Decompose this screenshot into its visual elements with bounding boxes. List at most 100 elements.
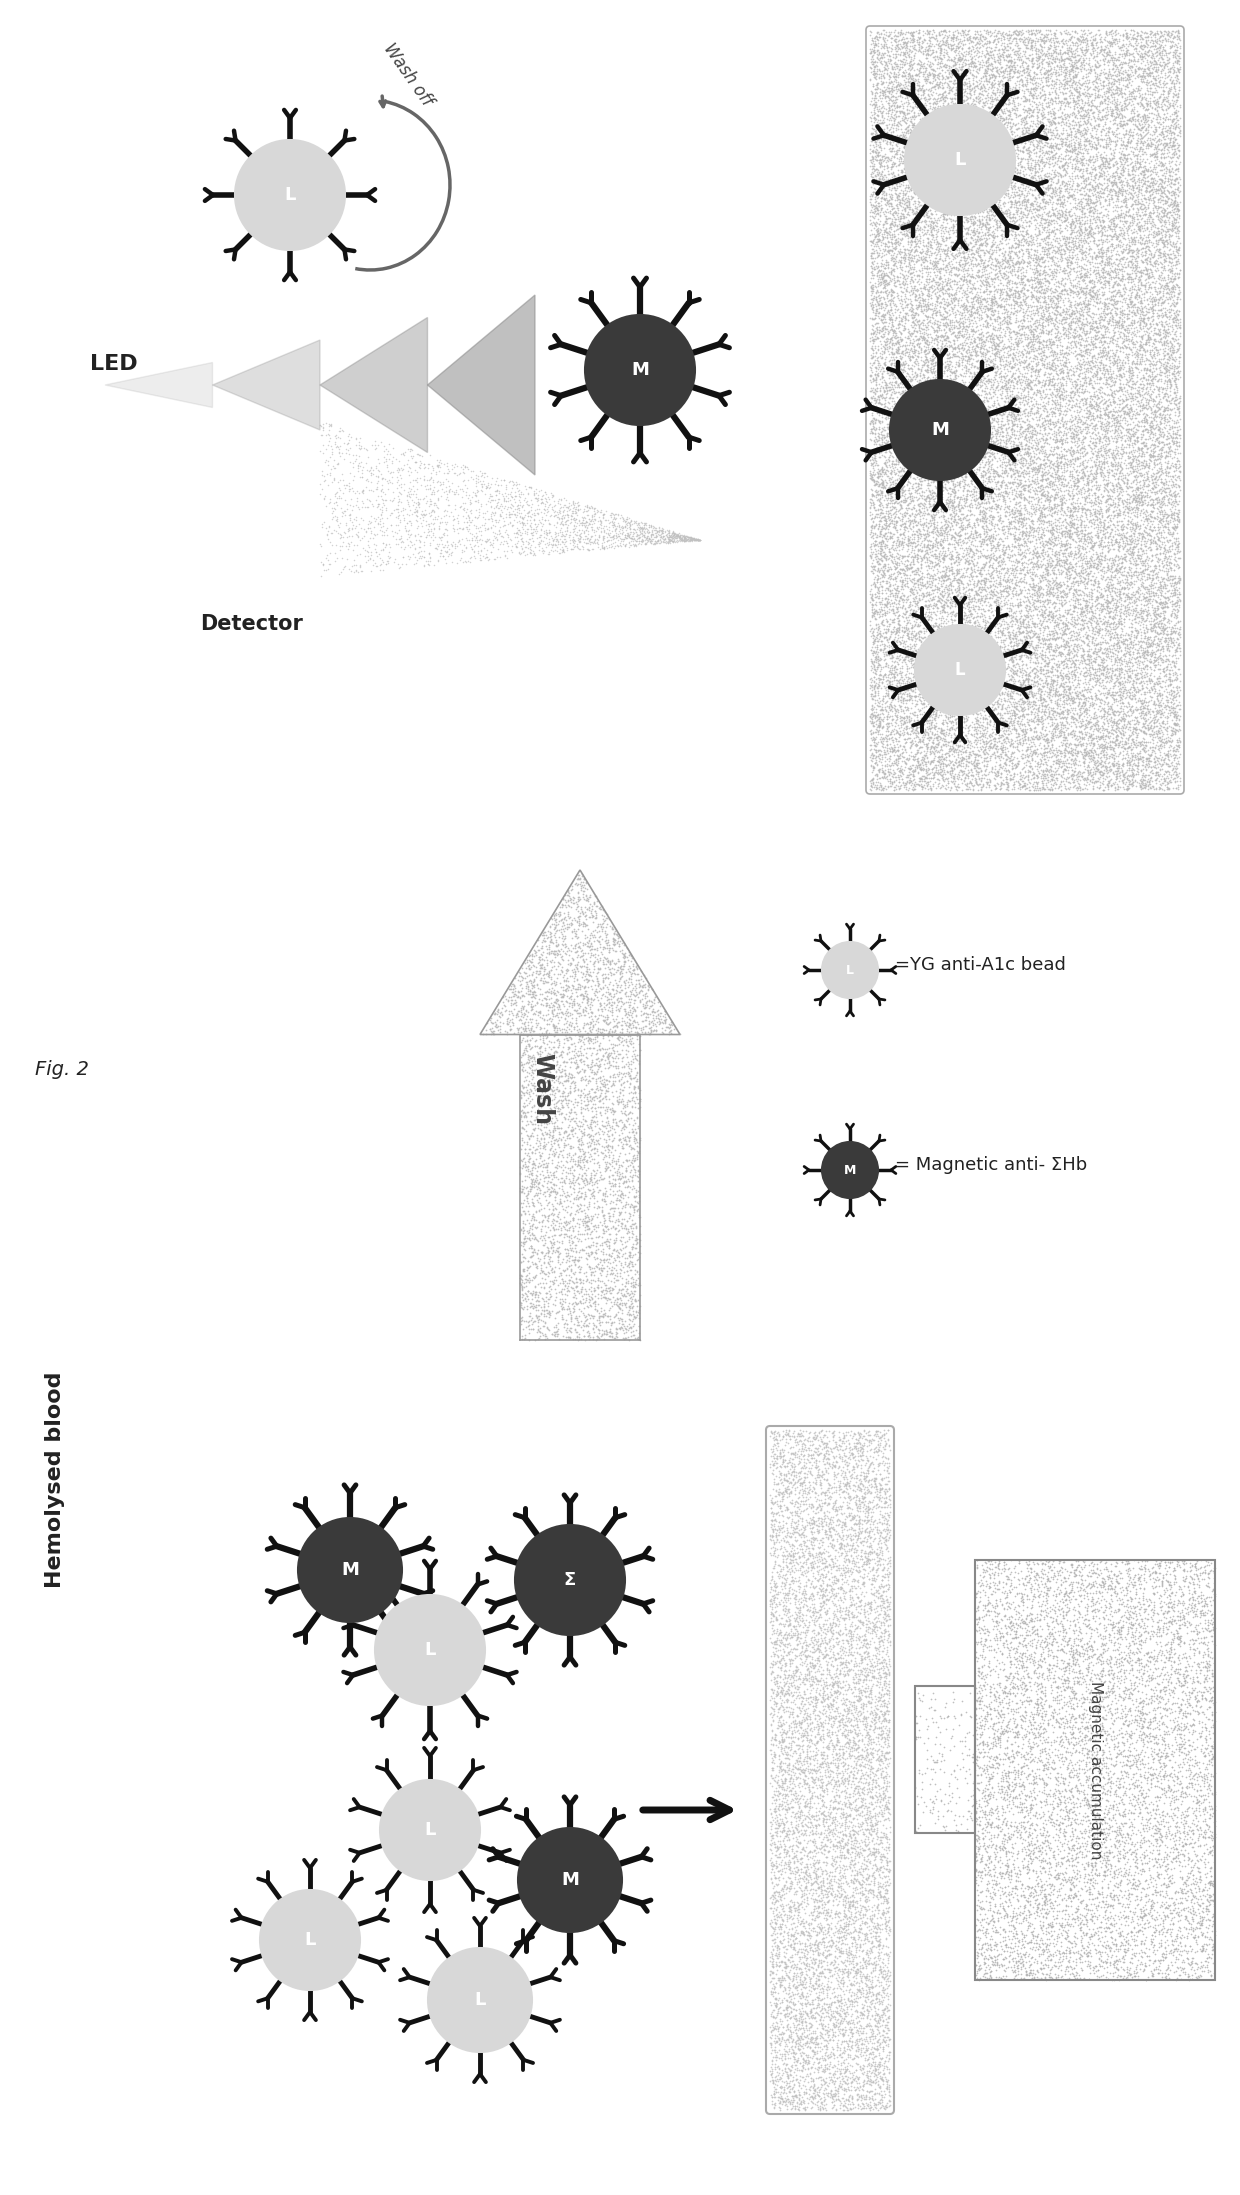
Point (1055, 296, 1075, 331)
Point (901, 81, 921, 116)
Point (1033, 1844, 1053, 1879)
Point (1135, 399, 1154, 435)
Point (534, 1130, 554, 1166)
Point (946, 558, 966, 593)
Point (1162, 151, 1182, 187)
Point (892, 101, 911, 136)
Point (1043, 162, 1063, 198)
Point (1007, 314, 1027, 349)
Point (961, 237, 981, 272)
Point (1033, 312, 1053, 347)
Point (1167, 301, 1187, 336)
Point (1151, 727, 1171, 762)
Point (987, 1567, 1007, 1602)
Point (1177, 1940, 1197, 1976)
Point (1148, 301, 1168, 336)
Point (1132, 757, 1152, 792)
Point (1182, 1831, 1202, 1866)
Point (893, 683, 913, 718)
Point (1002, 1662, 1022, 1697)
Point (517, 959, 537, 994)
Point (1115, 1804, 1135, 1839)
Point (996, 391, 1016, 426)
Point (1172, 1886, 1192, 1921)
Point (1117, 329, 1137, 364)
Point (996, 494, 1016, 529)
Point (1136, 428, 1156, 463)
Point (996, 753, 1016, 788)
Point (957, 648, 977, 683)
Point (1136, 24, 1156, 59)
Point (1096, 1886, 1116, 1921)
Point (837, 1490, 857, 1526)
Point (866, 88, 885, 123)
Point (1105, 558, 1125, 593)
Point (1171, 1653, 1190, 1688)
Point (894, 24, 914, 59)
Point (973, 397, 993, 432)
Point (1116, 1699, 1136, 1734)
Point (1147, 1637, 1167, 1673)
Point (1008, 476, 1028, 511)
Point (947, 577, 967, 612)
Point (863, 347, 883, 382)
Point (1028, 1697, 1048, 1732)
Point (956, 312, 976, 347)
Point (1022, 503, 1042, 538)
Point (763, 2087, 782, 2123)
Point (857, 2000, 877, 2035)
Point (950, 685, 970, 720)
Point (1090, 187, 1110, 222)
Point (866, 1815, 885, 1850)
Point (1097, 397, 1117, 432)
Point (551, 977, 570, 1012)
Point (1049, 676, 1069, 711)
Point (1004, 430, 1024, 465)
Point (1156, 279, 1176, 314)
Point (870, 288, 890, 323)
Point (1203, 1877, 1223, 1912)
Point (795, 1870, 815, 1905)
Point (905, 606, 925, 641)
Point (972, 1679, 992, 1714)
Point (993, 729, 1013, 764)
Point (867, 46, 887, 81)
Point (905, 277, 925, 312)
Point (423, 472, 443, 507)
Point (1017, 189, 1037, 224)
Point (578, 514, 598, 549)
Point (952, 156, 972, 191)
Point (1064, 716, 1084, 751)
Point (868, 639, 888, 674)
Point (909, 641, 929, 676)
Point (889, 531, 909, 566)
Point (1013, 1804, 1033, 1839)
Point (764, 1848, 784, 1883)
Point (970, 202, 990, 237)
Point (993, 536, 1013, 571)
Point (1050, 1866, 1070, 1901)
Point (1053, 64, 1073, 99)
Point (1060, 529, 1080, 564)
Point (689, 522, 709, 558)
Point (1135, 301, 1154, 336)
Point (334, 463, 353, 498)
Point (1079, 658, 1099, 694)
Point (1112, 439, 1132, 474)
Point (883, 230, 903, 266)
Point (596, 926, 616, 961)
Point (955, 516, 975, 551)
Point (1074, 162, 1094, 198)
Point (1198, 1569, 1218, 1605)
Point (368, 487, 388, 522)
Point (430, 468, 450, 503)
Point (813, 1508, 833, 1543)
Point (1151, 612, 1171, 648)
Point (1105, 1831, 1125, 1866)
Point (1064, 1833, 1084, 1868)
Point (543, 1038, 563, 1073)
Point (957, 342, 977, 378)
Point (869, 661, 889, 696)
Point (916, 250, 936, 285)
Point (1189, 1855, 1209, 1890)
